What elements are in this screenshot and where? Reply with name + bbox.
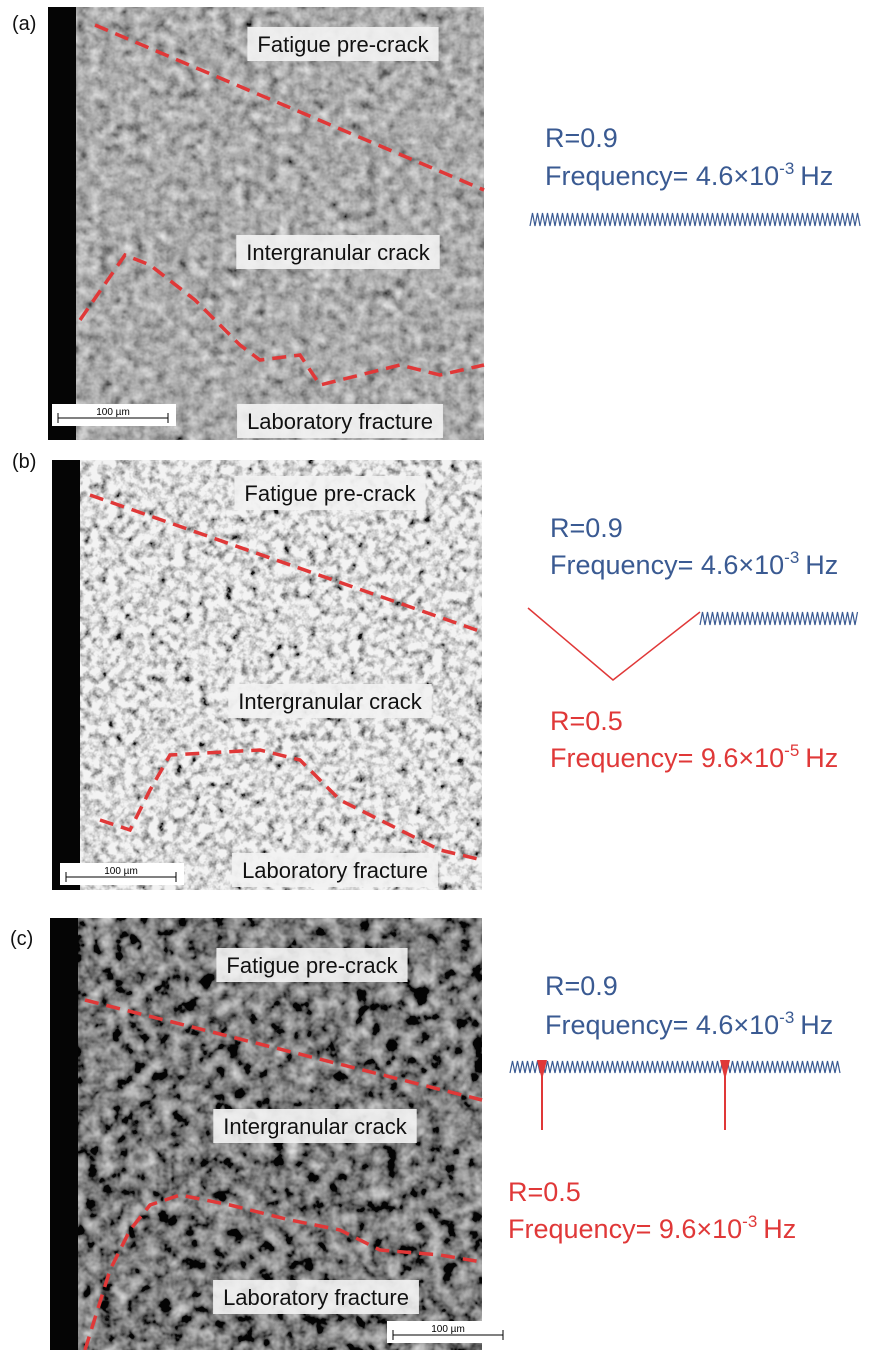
scale-bar-label: 100 µm	[96, 407, 130, 418]
frequency-base: Frequency= 4.6×10	[550, 550, 784, 580]
frequency-exponent: -5	[784, 741, 799, 760]
specimen-edge	[52, 460, 80, 890]
waveform-low-r	[528, 608, 700, 680]
load-frequency: Frequency= 4.6×10-3 Hz	[545, 1008, 833, 1040]
region-label: Intergranular crack	[246, 240, 430, 265]
panel-label: (a)	[12, 13, 36, 35]
panel: (b) Fatigue pre-crack Intergranular crack L…	[12, 451, 858, 890]
region-label: Fatigue pre-crack	[244, 481, 416, 506]
region-label: Intergranular crack	[223, 1114, 407, 1139]
frequency-exponent: -3	[784, 548, 799, 567]
load-frequency: Frequency= 4.6×10-3 Hz	[550, 548, 838, 580]
load-ratio: R=0.9	[545, 971, 618, 1001]
waveform-low-r-peak	[720, 1060, 730, 1080]
panel: (a) Fatigue pre-crack Intergranular crack L…	[12, 7, 860, 440]
specimen-edge	[48, 7, 76, 440]
frequency-unit: Hz	[763, 1214, 796, 1244]
micrograph	[48, 7, 484, 440]
load-frequency: Frequency= 4.6×10-3 Hz	[545, 159, 833, 191]
panel-label: (c)	[10, 928, 33, 950]
region-label: Fatigue pre-crack	[257, 32, 429, 57]
figure: (a) Fatigue pre-crack Intergranular crack L…	[0, 0, 892, 1350]
load-ratio: R=0.5	[550, 706, 623, 736]
region-label: Laboratory fracture	[242, 858, 428, 883]
waveform-high-r	[530, 213, 860, 226]
load-frequency: Frequency= 9.6×10-5 Hz	[550, 741, 838, 773]
load-frequency: Frequency= 9.6×10-3 Hz	[508, 1212, 796, 1244]
frequency-exponent: -3	[779, 1008, 794, 1027]
frequency-unit: Hz	[805, 743, 838, 773]
region-label: Intergranular crack	[238, 689, 422, 714]
specimen-edge	[50, 918, 78, 1350]
load-ratio: R=0.9	[545, 123, 618, 153]
frequency-unit: Hz	[805, 550, 838, 580]
frequency-base: Frequency= 4.6×10	[545, 161, 779, 191]
frequency-base: Frequency= 9.6×10	[508, 1214, 742, 1244]
region-label: Fatigue pre-crack	[226, 953, 398, 978]
frequency-unit: Hz	[800, 1010, 833, 1040]
panel-label: (b)	[12, 451, 36, 473]
region-label: Laboratory fracture	[247, 409, 433, 434]
load-ratio: R=0.5	[508, 1177, 581, 1207]
scale-bar-label: 100 µm	[104, 866, 138, 877]
micrograph	[52, 460, 482, 890]
waveform-high-r	[700, 612, 858, 625]
region-label: Laboratory fracture	[223, 1285, 409, 1310]
scale-bar-label: 100 µm	[431, 1324, 465, 1335]
frequency-exponent: -3	[779, 159, 794, 178]
frequency-base: Frequency= 9.6×10	[550, 743, 784, 773]
frequency-exponent: -3	[742, 1212, 757, 1231]
waveform-high-r	[510, 1061, 840, 1073]
frequency-base: Frequency= 4.6×10	[545, 1010, 779, 1040]
frequency-unit: Hz	[800, 161, 833, 191]
panel: (c) Fatigue pre-crack Intergranular crack L…	[10, 918, 840, 1350]
load-ratio: R=0.9	[550, 513, 623, 543]
